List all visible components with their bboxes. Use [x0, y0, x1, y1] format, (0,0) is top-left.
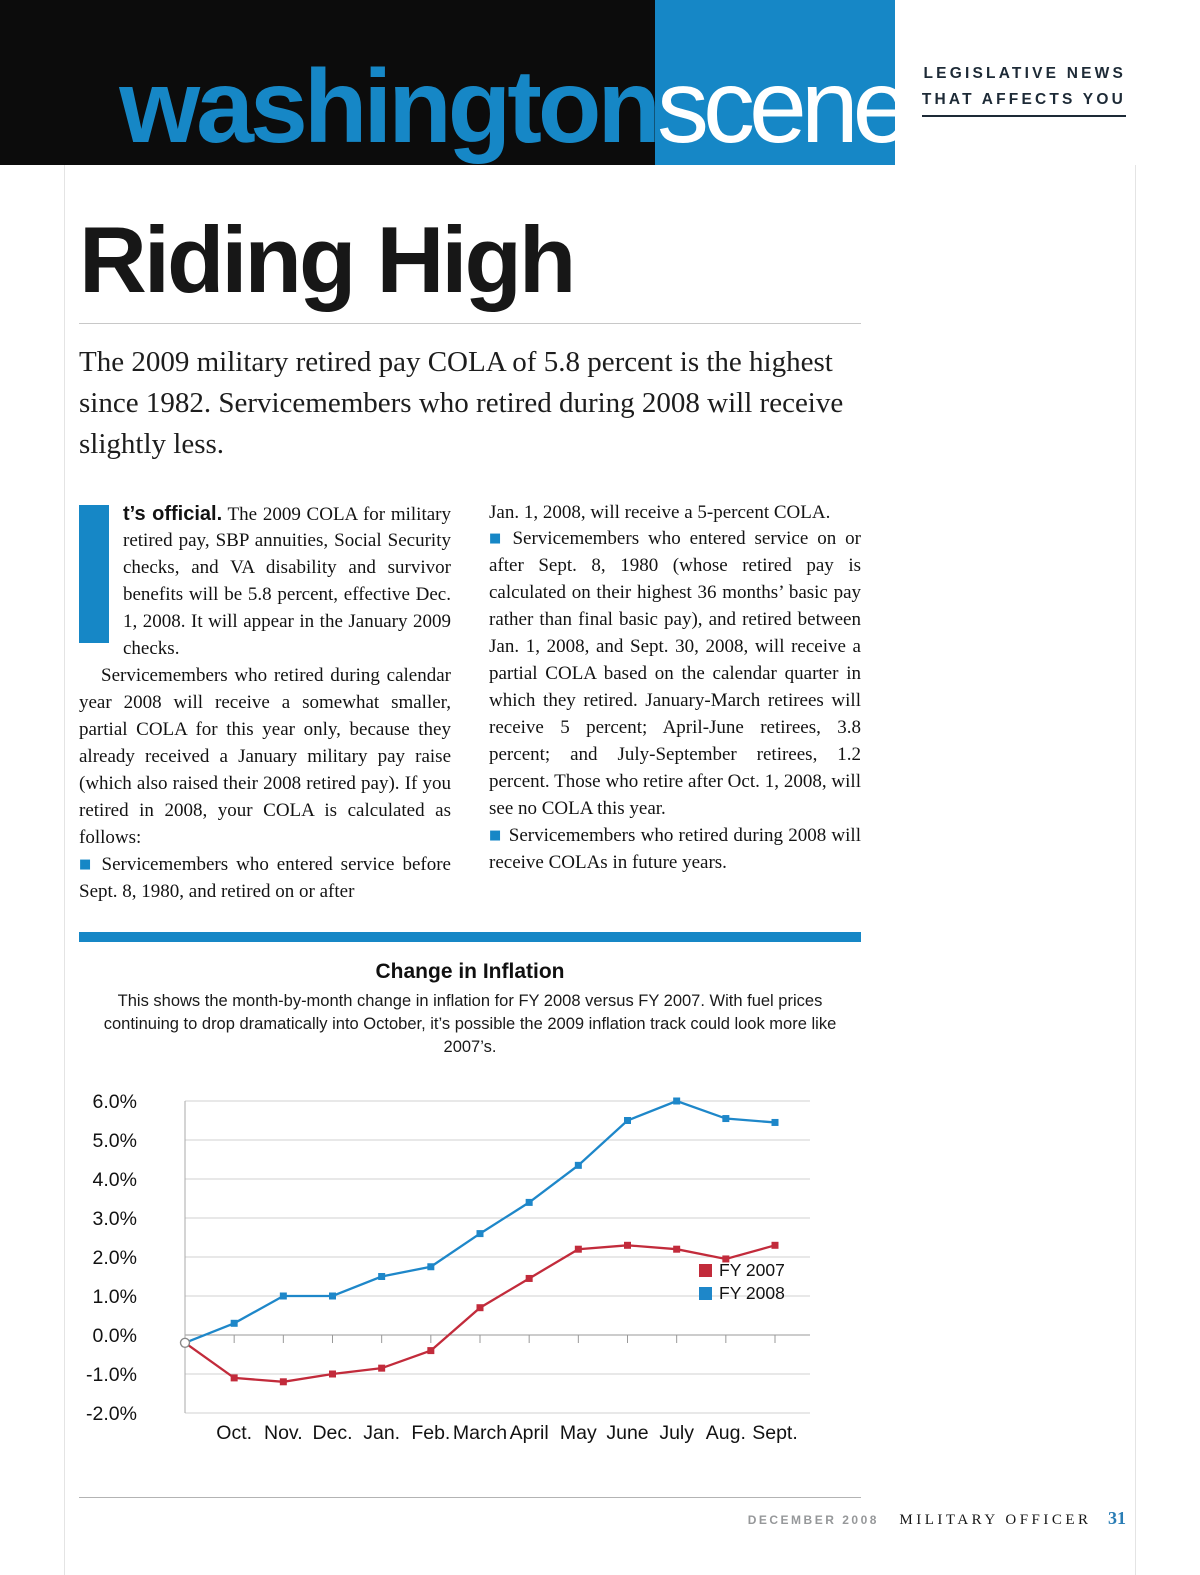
column-right: Jan. 1, 2008, will receive a 5-percent C… [489, 500, 861, 907]
body-paragraph: ■ Servicemembers who entered service befo… [79, 854, 451, 903]
x-axis-label: Aug. [706, 1422, 746, 1444]
x-axis-label: Nov. [264, 1422, 303, 1444]
bullet-square-icon: ■ [79, 857, 95, 873]
footer-date: DECEMBER 2008 [747, 1513, 879, 1527]
body-paragraph: ■ Servicemembers who retired during 2008 … [489, 825, 861, 874]
masthead-blue-panel: scene [655, 0, 911, 165]
brand-washington: washington [119, 49, 661, 165]
tagline-line2: THAT AFFECTS YOU [921, 90, 1126, 108]
chart-legend: FY 2007 FY 2008 [699, 1260, 785, 1303]
x-axis-label: Jan. [363, 1422, 400, 1444]
footer-publication: MILITARY OFFICER [899, 1512, 1092, 1528]
chart-title: Change in Inflation [375, 960, 565, 984]
x-axis-labels: Oct. Nov. Dec. Jan. Feb. March April May June Jul… [216, 1422, 797, 1444]
x-axis-label: March [453, 1422, 507, 1444]
y-axis-label: 1.0% [93, 1286, 137, 1308]
page-footer: DECEMBER 2008 MILITARY OFFICER 31 [79, 1497, 1126, 1529]
legend-label: FY 2008 [719, 1283, 785, 1303]
title-rule [79, 323, 861, 324]
masthead-black-panel: washington [0, 0, 661, 165]
column-left: t’s official. The 2009 COLA for military… [79, 500, 451, 907]
y-axis-label: 4.0% [93, 1169, 137, 1191]
y-axis-label: 3.0% [93, 1208, 137, 1230]
article-deck: The 2009 military retired pay COLA of 5.… [79, 346, 844, 461]
y-axis-label: -2.0% [86, 1403, 137, 1425]
body-paragraph: Jan. 1, 2008, will receive a 5-percent C… [489, 501, 831, 523]
inflation-line-chart: 6.0% 5.0% 4.0% 3.0% 2.0% 1.0% 0.0% -1.0% -2.0% Oc… [86, 1091, 810, 1444]
x-axis-label: July [659, 1422, 694, 1444]
bullet-square-icon: ■ [489, 828, 502, 844]
series-fy-2008 [184, 1097, 779, 1345]
footer-page-number: 31 [1108, 1508, 1126, 1528]
x-axis-label: June [606, 1422, 648, 1444]
y-axis-labels: 6.0% 5.0% 4.0% 3.0% 2.0% 1.0% 0.0% -1.0% -2.0% [86, 1091, 137, 1425]
y-axis-label: -1.0% [86, 1364, 137, 1386]
x-axis-label: Oct. [216, 1422, 252, 1444]
legend-swatch [699, 1264, 712, 1278]
series-fy-2007 [184, 1242, 779, 1386]
chart-description: This shows the month-by-month change in … [103, 992, 837, 1056]
section-divider-rule [79, 932, 861, 943]
axis-ticks [233, 1335, 776, 1344]
legend-swatch [699, 1287, 712, 1301]
x-axis-label: Sept. [752, 1422, 798, 1444]
body-paragraph: ■ Servicemembers who entered service on o… [489, 528, 861, 820]
brand-scene: scene [657, 49, 911, 165]
masthead: washington scene LEGISLATIVE NEWS THAT A… [0, 0, 1200, 165]
x-axis-label: April [510, 1422, 549, 1444]
footer-rule [79, 1497, 861, 1498]
x-axis-label: Dec. [312, 1422, 352, 1444]
origin-marker [179, 1337, 191, 1349]
footer-text: DECEMBER 2008 MILITARY OFFICER 31 [79, 1498, 1126, 1529]
body-paragraph: t’s official. The 2009 COLA for military… [123, 502, 451, 660]
x-axis-label: Feb. [411, 1422, 450, 1444]
content-inner: Riding High The 2009 military retired pa… [65, 213, 1135, 1448]
article-body: t’s official. The 2009 COLA for military… [79, 500, 861, 907]
y-axis-label: 6.0% [93, 1091, 137, 1113]
page-title: Riding High [79, 207, 576, 312]
content-frame: Riding High The 2009 military retired pa… [64, 165, 1136, 1575]
body-paragraph: Servicemembers who retired during calend… [79, 665, 451, 849]
masthead-tagline: LEGISLATIVE NEWS THAT AFFECTS YOU [921, 65, 1126, 117]
drop-cap-letter-I [79, 504, 109, 643]
legend-label: FY 2007 [719, 1260, 785, 1280]
y-axis-label: 0.0% [93, 1325, 137, 1347]
y-axis-label: 5.0% [93, 1130, 137, 1152]
x-axis-label: May [560, 1422, 597, 1444]
bullet-square-icon: ■ [489, 531, 506, 547]
tagline-line1: LEGISLATIVE NEWS [923, 65, 1126, 82]
lead-in-text: t’s official. [123, 502, 223, 525]
y-axis-label: 2.0% [93, 1247, 137, 1269]
